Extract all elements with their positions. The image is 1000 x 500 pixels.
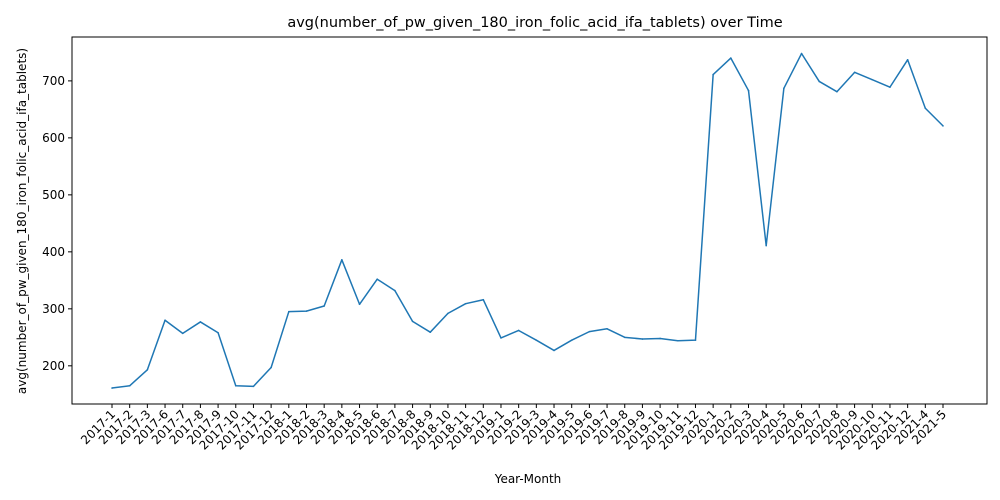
data-point [341,259,343,261]
data-point [836,90,838,93]
data-point [641,338,644,340]
data-point [128,384,131,387]
data-point [783,87,785,90]
data-point [447,312,449,315]
data-point [376,278,379,280]
data-point [111,387,113,389]
data-point [800,52,803,55]
y-tick-label: 700 [42,74,65,88]
data-point [517,329,520,332]
x-axis-label: Year-Month [494,472,562,486]
y-tick-label: 200 [42,359,65,373]
data-point [765,244,767,247]
data-point [623,336,626,339]
data-point [394,289,396,292]
series-line [111,52,944,389]
chart-title: avg(number_of_pw_given_180_iron_folic_ac… [287,15,782,31]
data-point [747,89,750,92]
data-point [694,339,697,341]
data-point [358,303,361,306]
data-point [146,369,149,371]
data-point [553,349,555,352]
data-point [535,339,538,341]
data-point [676,339,679,342]
data-point [889,86,891,88]
data-point [270,366,272,369]
y-tick-label: 300 [42,302,65,316]
data-point [411,320,414,323]
data-point [305,310,308,312]
plot-frame [71,36,988,405]
data-point [252,385,255,388]
data-point [500,337,502,339]
y-tick-label: 600 [42,131,65,145]
data-point [181,332,184,335]
data-point [199,321,202,323]
data-point [234,384,237,387]
data-point [429,331,432,333]
y-tick-label: 400 [42,245,65,259]
data-point [853,71,856,74]
data-point [730,57,732,59]
data-point [288,310,290,313]
data-point [712,73,714,76]
y-tick-label: 500 [42,188,65,202]
data-point [942,125,944,127]
data-point [659,337,661,340]
data-point [464,302,467,305]
data-point [906,58,909,61]
data-point [570,339,573,341]
data-point [871,78,874,81]
plot-area: 2003004005006007002017-12017-22017-32017… [42,36,988,453]
data-point [818,80,821,83]
y-axis-label: avg(number_of_pw_given_180_iron_folic_ac… [15,48,29,394]
data-point [924,107,927,110]
data-point [606,327,608,330]
data-point [217,331,219,334]
data-point [164,319,166,322]
data-point [323,305,325,307]
data-point [588,330,591,333]
data-point [482,298,485,301]
